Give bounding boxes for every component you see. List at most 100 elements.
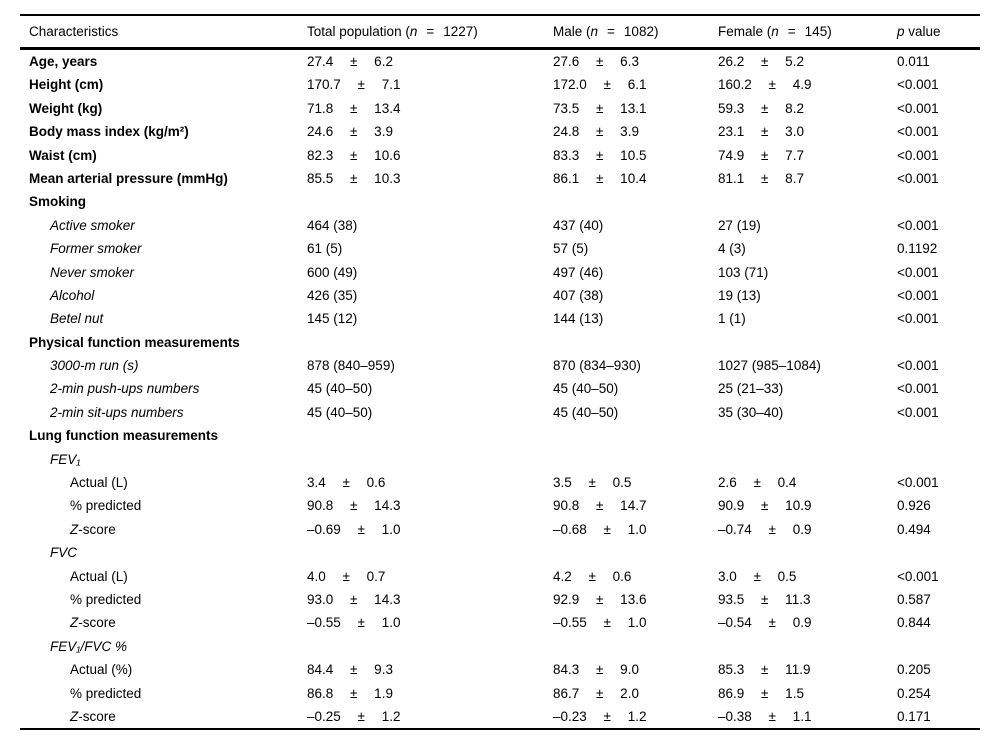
table-row: 2-min push-ups numbers 45 (40–50) 45 (40–5… bbox=[20, 377, 980, 400]
row-label: Z-score bbox=[20, 518, 307, 541]
female-header-text: Female ( bbox=[718, 24, 772, 39]
row-label: % predicted bbox=[20, 682, 307, 705]
cell-p-value bbox=[897, 541, 980, 564]
row-label-text: Actual (L) bbox=[70, 568, 128, 584]
row-label: Betel nut bbox=[20, 307, 307, 330]
cell-male: 870 (834–930) bbox=[553, 358, 641, 374]
row-label-text: % predicted bbox=[70, 498, 142, 514]
table-row: FEV₁ bbox=[20, 448, 980, 471]
cell-male bbox=[553, 448, 718, 471]
cell-male: 172.0 ± 6.1 bbox=[553, 77, 647, 93]
cell-total-population: 878 (840–959) bbox=[307, 358, 395, 374]
cell-female: 81.1 ± 8.7 bbox=[718, 170, 804, 186]
cell-male: –0.23 ± 1.2 bbox=[553, 708, 647, 724]
table-header-row: Characteristics Total population (n = 1227… bbox=[20, 16, 980, 47]
cell-total-population: 4.0 ± 0.7 bbox=[307, 568, 386, 584]
cell-female: 19 (13) bbox=[718, 287, 761, 303]
cell-female: 4 (3) bbox=[718, 241, 746, 257]
cell-p-value: 0.254 bbox=[897, 685, 931, 701]
female-header-eq: = bbox=[787, 24, 796, 39]
table-body: Age, years 27.4 ± 6.2 27.6 ± 6.3 26.2 ± 5.2… bbox=[20, 50, 980, 728]
male-header-n: n bbox=[590, 24, 599, 39]
table-row: Age, years 27.4 ± 6.2 27.6 ± 6.3 26.2 ± 5.2… bbox=[20, 50, 980, 73]
row-label-italic-prefix: Z bbox=[70, 708, 79, 724]
table-row: Never smoker 600 (49) 497 (46) 103 (71) <0.0… bbox=[20, 261, 980, 284]
table-row: FVC bbox=[20, 541, 980, 564]
cell-p-value: 0.926 bbox=[897, 498, 931, 514]
col-header-characteristics: Characteristics bbox=[20, 24, 307, 39]
row-label: FEV₁/FVC % bbox=[20, 635, 307, 658]
row-label-text: 3000-m run (s) bbox=[50, 358, 139, 374]
row-label: % predicted bbox=[20, 588, 307, 611]
cell-female: 2.6 ± 0.4 bbox=[718, 475, 797, 491]
row-label-text: 2-min sit-ups numbers bbox=[50, 404, 184, 420]
cell-total-population: 45 (40–50) bbox=[307, 381, 373, 397]
row-label: Body mass index (kg/m²) bbox=[20, 120, 307, 143]
cell-male: 90.8 ± 14.7 bbox=[553, 498, 647, 514]
table-row: Z-score –0.25 ± 1.2 –0.23 ± 1.2 –0.38 ± 1.1… bbox=[20, 705, 980, 728]
p-value-header-rest: value bbox=[904, 24, 941, 39]
row-label: Actual (L) bbox=[20, 471, 307, 494]
cell-male bbox=[553, 424, 718, 447]
col-header-p-value: p value bbox=[897, 24, 980, 39]
row-label-text: Physical function measurements bbox=[29, 334, 240, 350]
cell-total-population bbox=[307, 541, 553, 564]
cell-female bbox=[718, 424, 897, 447]
cell-male bbox=[553, 331, 718, 354]
cell-total-population: 90.8 ± 14.3 bbox=[307, 498, 401, 514]
cell-total-population: 45 (40–50) bbox=[307, 404, 373, 420]
cell-p-value: 0.011 bbox=[897, 54, 930, 69]
cell-p-value: <0.001 bbox=[897, 404, 939, 420]
row-label: Physical function measurements bbox=[20, 331, 307, 354]
table-row: Z-score –0.55 ± 1.0 –0.55 ± 1.0 –0.54 ± 0.9… bbox=[20, 611, 980, 634]
cell-male: 407 (38) bbox=[553, 287, 604, 303]
table-row: Waist (cm) 82.3 ± 10.6 83.3 ± 10.5 74.9 ± 7… bbox=[20, 144, 980, 167]
cell-female: –0.54 ± 0.9 bbox=[718, 615, 812, 631]
cell-total-population: 86.8 ± 1.9 bbox=[307, 685, 393, 701]
cell-total-population: 24.6 ± 3.9 bbox=[307, 124, 393, 140]
cell-female bbox=[718, 190, 897, 213]
row-label-text: Smoking bbox=[29, 194, 87, 210]
cell-total-population bbox=[307, 424, 553, 447]
cell-male: 86.1 ± 10.4 bbox=[553, 170, 647, 186]
cell-female: 23.1 ± 3.0 bbox=[718, 124, 804, 140]
cell-male: 144 (13) bbox=[553, 311, 604, 327]
cell-p-value: <0.001 bbox=[897, 568, 939, 584]
cell-p-value: <0.001 bbox=[897, 311, 939, 327]
row-label-text: Waist (cm) bbox=[29, 147, 97, 163]
row-label: Smoking bbox=[20, 190, 307, 213]
row-label: Age, years bbox=[20, 50, 307, 73]
cell-p-value: <0.001 bbox=[897, 358, 939, 374]
cell-total-population: 145 (12) bbox=[307, 311, 358, 327]
row-label: 3000-m run (s) bbox=[20, 354, 307, 377]
cell-female: –0.74 ± 0.9 bbox=[718, 521, 812, 537]
table-row: Weight (kg) 71.8 ± 13.4 73.5 ± 13.1 59.3 ± … bbox=[20, 97, 980, 120]
row-label-text: -score bbox=[78, 521, 116, 537]
cell-male: 27.6 ± 6.3 bbox=[553, 54, 639, 69]
row-label: Waist (cm) bbox=[20, 144, 307, 167]
cell-male: 92.9 ± 13.6 bbox=[553, 591, 647, 607]
cell-male bbox=[553, 190, 718, 213]
cell-female: 90.9 ± 10.9 bbox=[718, 498, 812, 514]
cell-p-value: 0.494 bbox=[897, 521, 931, 537]
row-label-text: Never smoker bbox=[50, 264, 135, 280]
cell-female: 93.5 ± 11.3 bbox=[718, 591, 811, 607]
cell-p-value: <0.001 bbox=[897, 147, 939, 163]
table-row: Actual (L) 4.0 ± 0.7 4.2 ± 0.6 3.0 ± 0.5 <0.… bbox=[20, 565, 980, 588]
table-row: Actual (%) 84.4 ± 9.3 84.3 ± 9.0 85.3 ± 11.… bbox=[20, 658, 980, 681]
cell-total-population: –0.69 ± 1.0 bbox=[307, 521, 401, 537]
row-label: Lung function measurements bbox=[20, 424, 307, 447]
col-header-female: Female (n = 145) bbox=[718, 24, 897, 39]
table-row: Mean arterial pressure (mmHg) 85.5 ± 10.3… bbox=[20, 167, 980, 190]
row-label: Actual (L) bbox=[20, 565, 307, 588]
table-row: Lung function measurements bbox=[20, 424, 980, 447]
table-row: Smoking bbox=[20, 190, 980, 213]
cell-total-population: 3.4 ± 0.6 bbox=[307, 475, 386, 491]
row-label-text: Lung function measurements bbox=[29, 428, 219, 444]
cell-p-value: <0.001 bbox=[897, 170, 939, 186]
col-header-male: Male (n = 1082) bbox=[553, 24, 718, 39]
row-label-text: % predicted bbox=[70, 685, 142, 701]
cell-female: 27 (19) bbox=[718, 217, 761, 233]
cell-p-value: <0.001 bbox=[897, 124, 939, 140]
row-label-text: Alcohol bbox=[50, 287, 95, 303]
